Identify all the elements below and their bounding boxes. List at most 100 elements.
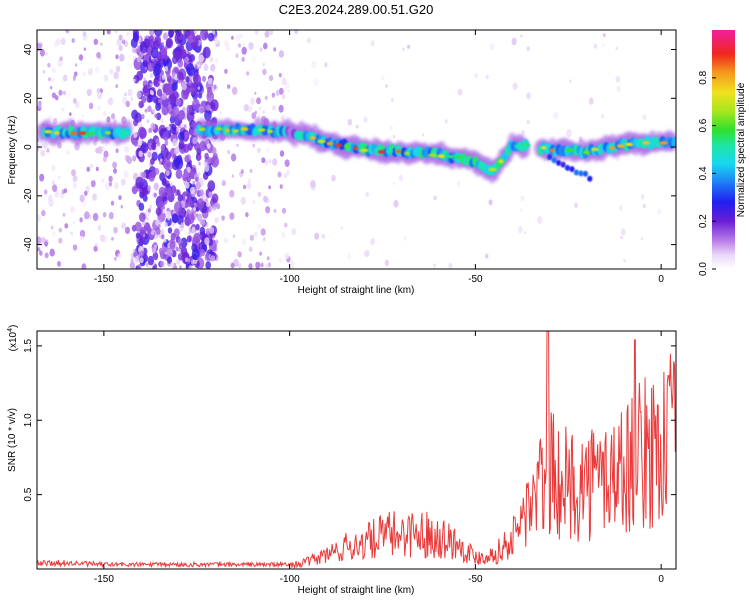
x-tick-label: -150 — [94, 574, 114, 585]
heatmap-cell — [114, 182, 119, 190]
heatmap-cell — [193, 206, 196, 211]
heatmap-cell — [154, 244, 157, 249]
heatmap-cell — [344, 144, 351, 148]
heatmap-cell — [161, 92, 167, 100]
heatmap-cell — [60, 37, 66, 46]
heatmap-cell — [211, 147, 217, 155]
heatmap-cell — [170, 185, 177, 194]
heatmap-cell — [206, 201, 210, 208]
heatmap-cell — [365, 191, 370, 198]
heatmap-cell — [87, 68, 93, 76]
heatmap-cell — [229, 189, 235, 198]
heatmap-cell — [148, 127, 153, 134]
heatmap-cell — [286, 170, 290, 176]
heatmap-cell — [248, 263, 253, 269]
heatmap-cell — [114, 256, 117, 261]
heatmap-cell — [523, 231, 527, 235]
heatmap-cell — [263, 42, 268, 50]
heatmap-cell — [240, 169, 244, 174]
heatmap-cell — [148, 95, 154, 103]
heatmap-cell — [189, 54, 195, 62]
heatmap-cell — [120, 178, 126, 186]
heatmap-cell — [623, 259, 626, 263]
heatmap-cell — [134, 259, 138, 264]
heatmap-cell — [149, 35, 154, 43]
heatmap-cell — [215, 203, 221, 210]
heatmap-cell — [180, 122, 184, 128]
heatmap-cell — [56, 38, 61, 46]
heatmap-cell — [48, 77, 51, 82]
y-tick-label: -20 — [23, 188, 34, 203]
heatmap-cell — [104, 181, 111, 190]
heatmap-cell — [514, 144, 522, 149]
heatmap-cell — [175, 98, 181, 107]
heatmap-cell — [103, 150, 109, 158]
heatmap-cell — [291, 228, 297, 236]
heatmap-cell — [170, 232, 176, 241]
heatmap-cell — [178, 242, 184, 250]
heatmap-cell — [255, 261, 261, 269]
heatmap-cell — [115, 65, 121, 73]
heatmap-cell — [146, 225, 152, 234]
heatmap-cell — [553, 111, 559, 120]
heatmap-cell — [615, 46, 618, 51]
heatmap-cell — [186, 235, 192, 243]
heatmap-cell — [165, 37, 174, 49]
heatmap-cell — [236, 143, 239, 147]
heatmap-cell — [279, 150, 285, 157]
heatmap-cell — [317, 139, 326, 144]
heatmap-cell — [392, 181, 396, 186]
heatmap-cell — [132, 47, 136, 54]
heatmap-cell — [121, 39, 126, 45]
heatmap-cell — [147, 255, 154, 266]
heatmap-cell — [281, 94, 286, 100]
heatmap-cell — [223, 237, 228, 244]
heatmap-cell — [102, 111, 107, 116]
heatmap-cell — [174, 30, 180, 34]
heatmap-cell — [50, 86, 53, 90]
heatmap-cell — [132, 31, 139, 41]
heatmap-cell — [130, 96, 134, 102]
heatmap-cell — [230, 153, 237, 162]
colorbar: 0.0 0.2 0.4 0.6 0.8 Normalized spectral ampl… — [698, 30, 747, 276]
heatmap-cell — [640, 237, 644, 241]
heatmap-cell — [72, 98, 77, 104]
heatmap-cell — [407, 44, 411, 49]
heatmap-cell — [402, 47, 405, 52]
heatmap-cell — [120, 204, 124, 209]
heatmap-cell — [264, 30, 270, 38]
heatmap-cell — [215, 239, 219, 244]
heatmap-cell — [141, 95, 147, 104]
heatmap-cell — [132, 155, 137, 162]
heatmap-cell — [201, 75, 207, 82]
heatmap-cell — [199, 226, 206, 235]
heatmap-cell — [324, 62, 328, 68]
heatmap-cell — [174, 201, 183, 214]
heatmap-cell — [498, 159, 504, 164]
x-tick-label: -50 — [468, 574, 483, 585]
heatmap-cell — [391, 98, 394, 102]
heatmap-cell — [252, 143, 256, 148]
heatmap-cell — [184, 155, 190, 163]
heatmap-cell — [249, 97, 256, 105]
heatmap-cell — [51, 67, 56, 74]
heatmap-cell — [153, 192, 157, 198]
snr-series-line — [37, 331, 676, 569]
heatmap-cell — [197, 63, 200, 68]
heatmap-cell — [95, 147, 99, 154]
heatmap-cell — [118, 195, 122, 201]
heatmap-cell — [73, 75, 76, 80]
heatmap-cell — [485, 253, 489, 259]
heatmap-cell — [125, 226, 130, 235]
heatmap-cell — [393, 200, 399, 208]
heatmap-cell — [642, 203, 646, 209]
heatmap-cell — [214, 58, 219, 64]
heatmap-cell — [168, 30, 175, 38]
heatmap-cell — [37, 102, 42, 109]
heatmap-cell — [152, 95, 159, 104]
heatmap-cell — [85, 185, 90, 193]
heatmap-cell — [189, 170, 196, 179]
heatmap-cell — [133, 139, 139, 147]
heatmap-cell — [188, 265, 193, 269]
heatmap-cell — [386, 149, 394, 153]
